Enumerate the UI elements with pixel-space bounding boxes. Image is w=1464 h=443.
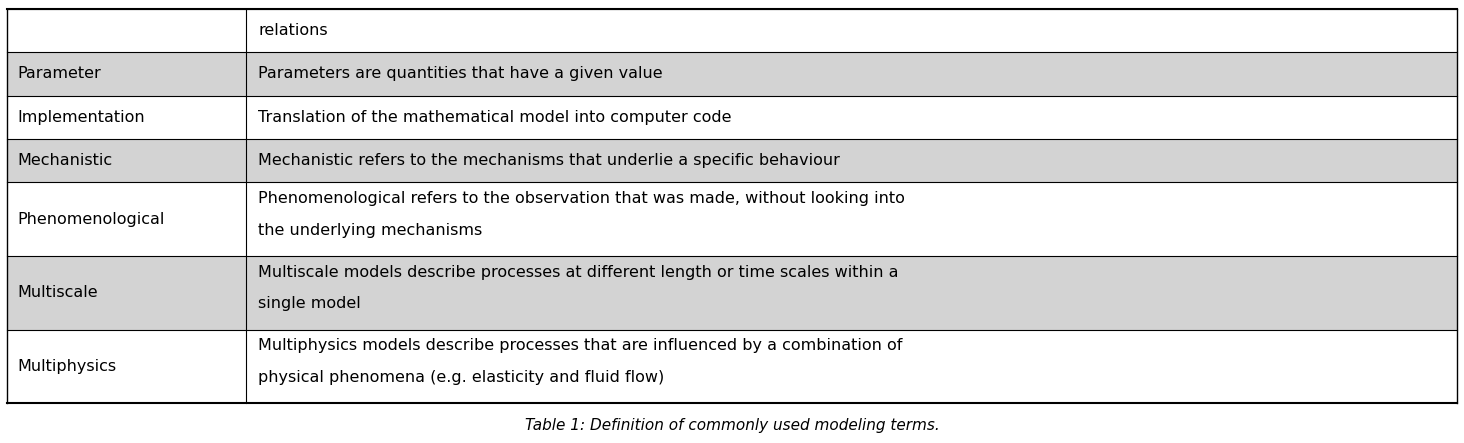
Text: Table 1: Definition of commonly used modeling terms.: Table 1: Definition of commonly used mod… (524, 418, 940, 432)
Text: Multiscale models describe processes at different length or time scales within a: Multiscale models describe processes at … (258, 265, 899, 280)
Bar (7, 330, 1457, 403)
Text: Phenomenological: Phenomenological (18, 212, 165, 227)
Text: the underlying mechanisms: the underlying mechanisms (258, 223, 483, 237)
Text: Parameters are quantities that have a given value: Parameters are quantities that have a gi… (258, 66, 663, 82)
Bar (7, 139, 1457, 183)
Text: physical phenomena (e.g. elasticity and fluid flow): physical phenomena (e.g. elasticity and … (258, 370, 665, 385)
Bar (7, 52, 1457, 96)
Bar (7, 183, 1457, 256)
Text: single model: single model (258, 296, 362, 311)
Text: Parameter: Parameter (18, 66, 101, 82)
Bar (7, 9, 1457, 52)
Text: Implementation: Implementation (18, 110, 145, 125)
Bar (7, 96, 1457, 139)
Text: relations: relations (258, 23, 328, 38)
Text: Multiphysics: Multiphysics (18, 359, 117, 374)
Text: Mechanistic refers to the mechanisms that underlie a specific behaviour: Mechanistic refers to the mechanisms tha… (258, 153, 840, 168)
Text: Translation of the mathematical model into computer code: Translation of the mathematical model in… (258, 110, 732, 125)
Text: Multiscale: Multiscale (18, 285, 98, 300)
Text: Phenomenological refers to the observation that was made, without looking into: Phenomenological refers to the observati… (258, 191, 905, 206)
Text: Multiphysics models describe processes that are influenced by a combination of: Multiphysics models describe processes t… (258, 338, 902, 354)
Bar (7, 256, 1457, 330)
Text: Mechanistic: Mechanistic (18, 153, 113, 168)
